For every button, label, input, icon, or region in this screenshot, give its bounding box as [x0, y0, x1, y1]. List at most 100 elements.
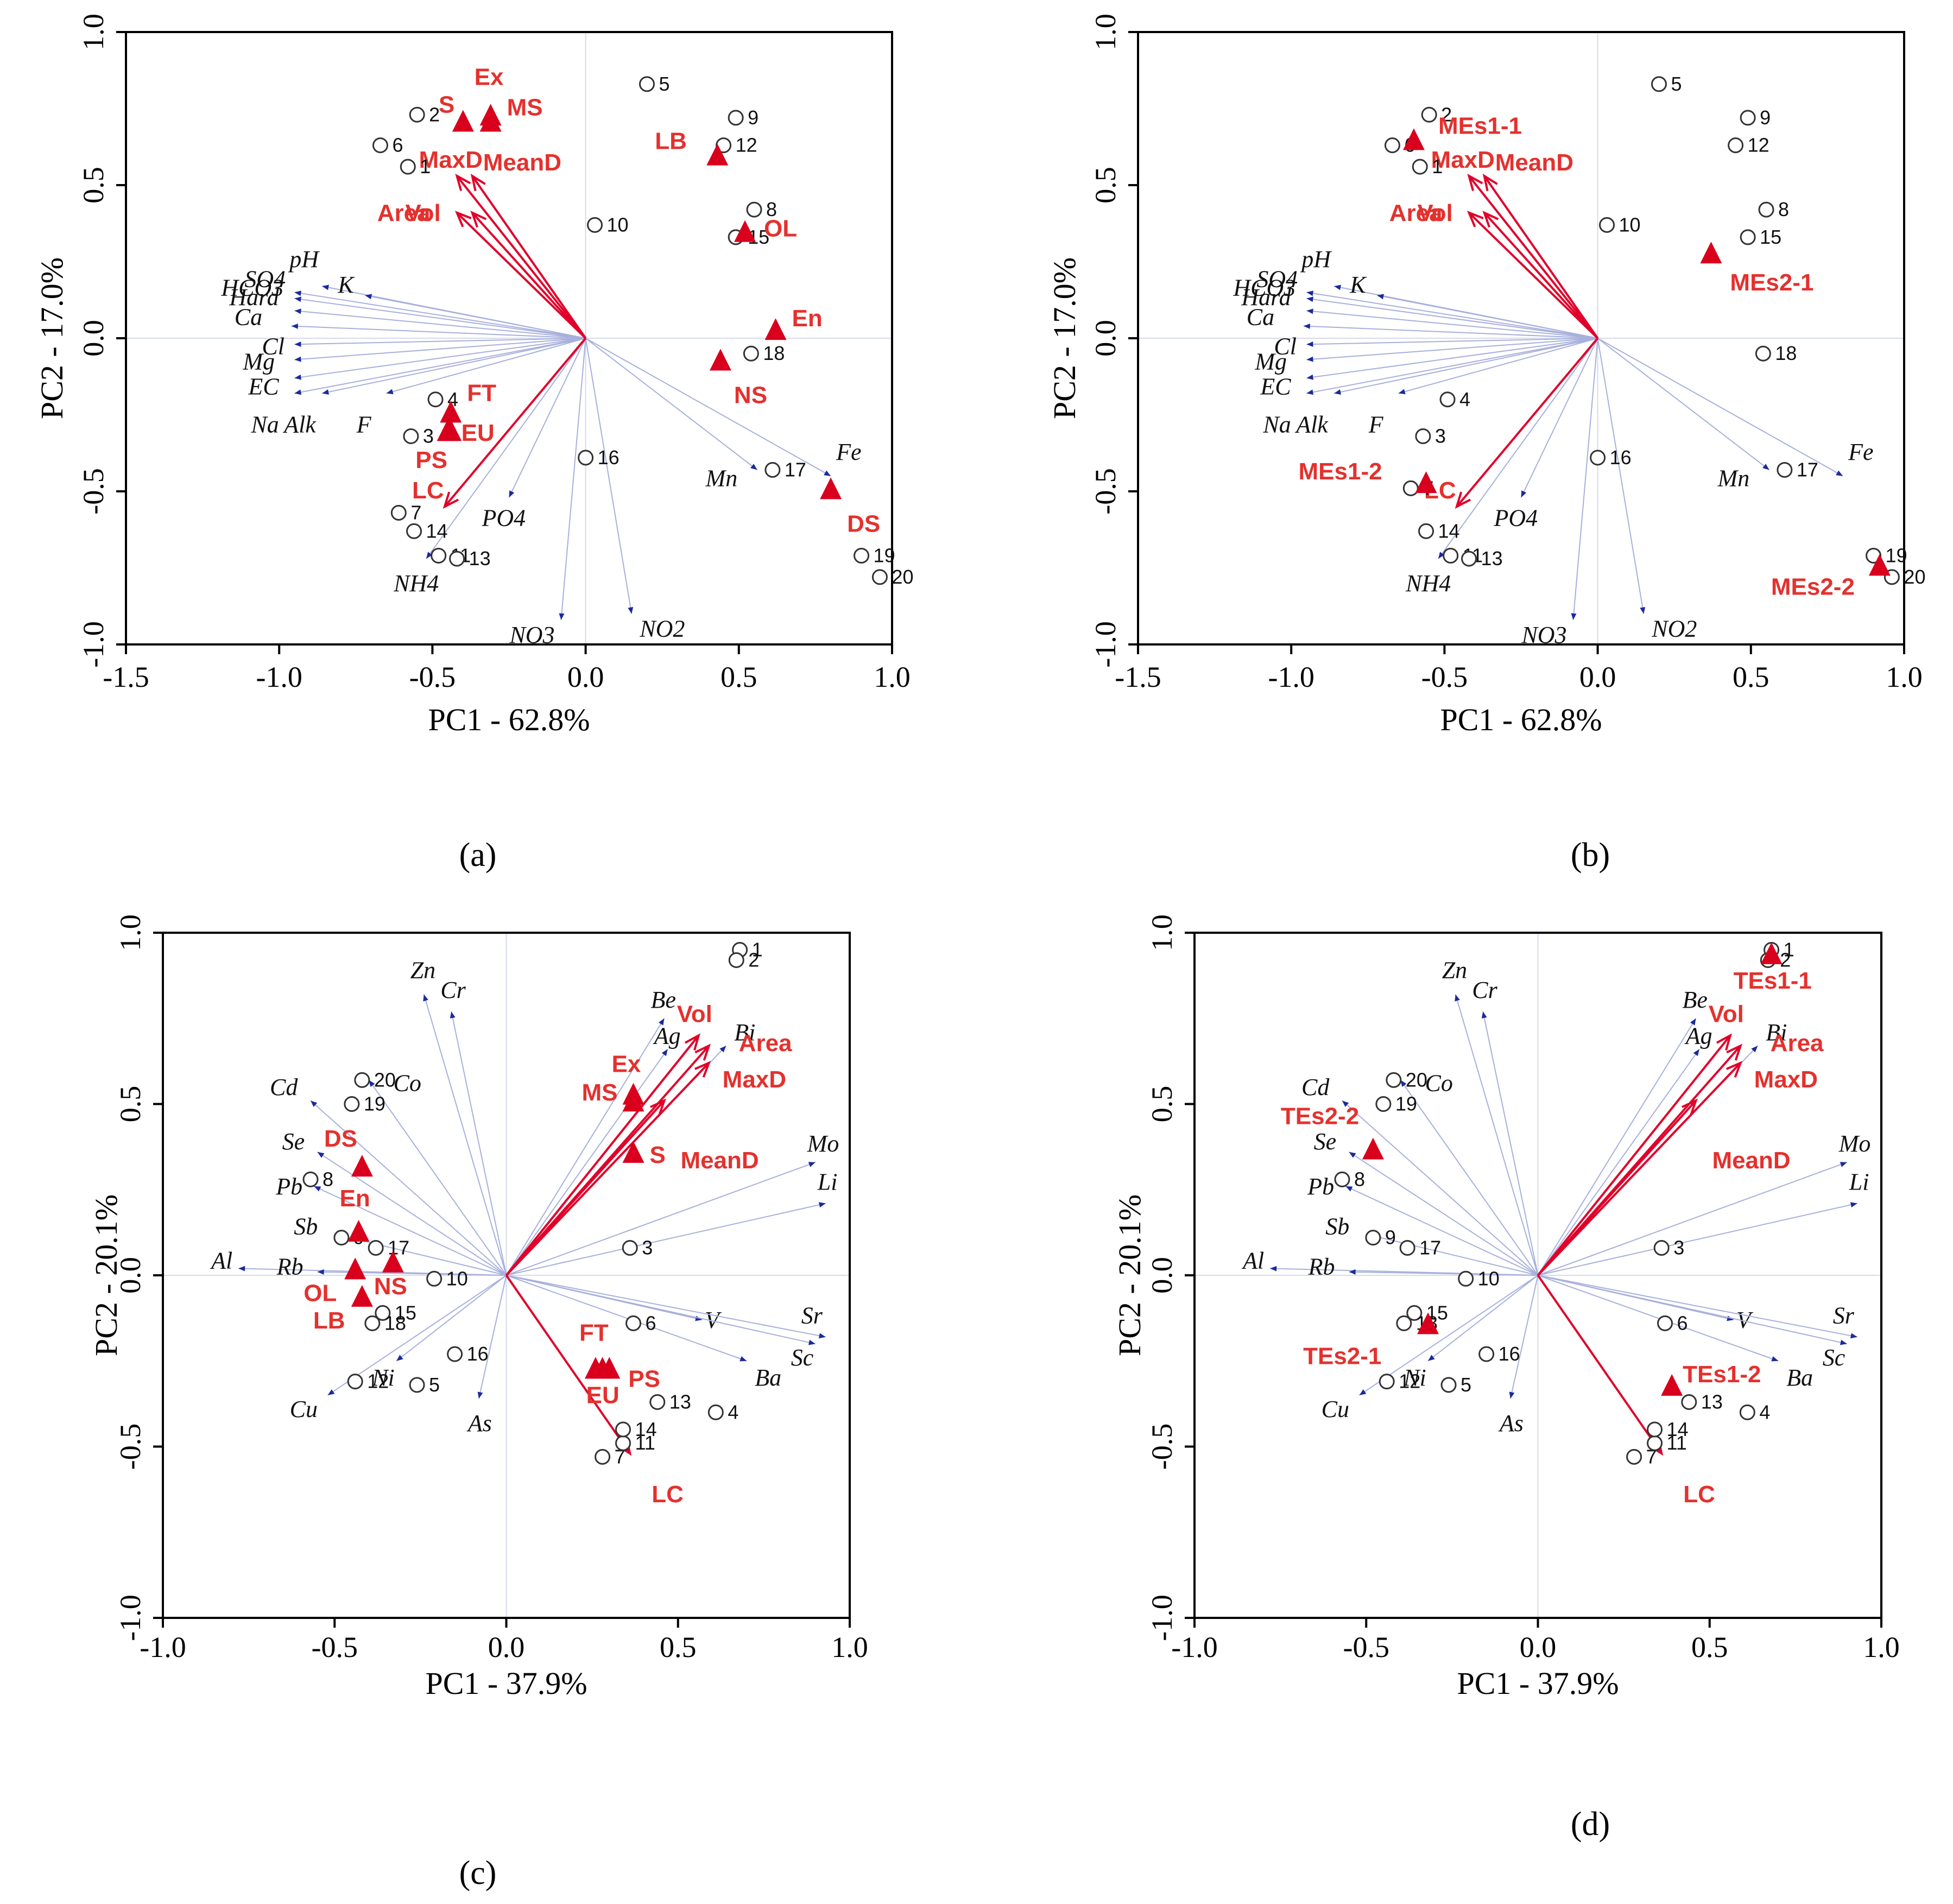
variable-arrowhead — [450, 1011, 456, 1019]
variable-arrowhead — [1640, 606, 1646, 614]
site-point — [1386, 1072, 1402, 1088]
variable-arrowhead — [719, 1046, 726, 1053]
variable-arrowhead — [294, 374, 301, 380]
trait-vector — [471, 212, 587, 339]
site-label: 4 — [728, 1401, 738, 1423]
group-triangle — [820, 477, 842, 499]
trait-arrowhead — [1682, 1098, 1698, 1116]
site-point — [871, 569, 888, 585]
variable-arrowhead — [818, 1333, 826, 1339]
variable-label: Al — [1241, 1247, 1264, 1274]
x-tick-label: -0.5 — [1343, 1631, 1389, 1663]
group-label: PS — [628, 1365, 660, 1392]
variable-vector — [1306, 298, 1598, 339]
site-label: 4 — [1759, 1401, 1770, 1423]
variable-vector — [1303, 325, 1598, 339]
variable-vector — [506, 1161, 816, 1276]
trait-vector — [1537, 1099, 1697, 1276]
site-point — [1396, 1315, 1412, 1331]
variable-vector — [1509, 1275, 1539, 1399]
variable-vector — [1306, 338, 1598, 345]
group-label: S — [439, 92, 454, 118]
variable-vector — [1537, 1018, 1697, 1276]
group-label: DS — [847, 510, 880, 537]
variable-vector — [1366, 1234, 1538, 1276]
variable-vector — [294, 338, 586, 394]
group-triangle — [622, 1141, 644, 1163]
group-label: EU — [586, 1382, 620, 1408]
variable-arrowhead — [1455, 994, 1460, 1002]
variable-label: Be — [650, 986, 675, 1013]
site-point — [1461, 551, 1477, 567]
variable-label: Mg — [242, 348, 275, 375]
variable-vector — [505, 1018, 665, 1276]
variable-vector — [506, 1275, 747, 1362]
variable-label: Cd — [270, 1074, 298, 1100]
group-triangle — [452, 110, 474, 132]
variable-label: Sc — [791, 1344, 814, 1371]
site-label: 9 — [1385, 1226, 1396, 1249]
site-point — [409, 106, 425, 123]
variable-label: Ag — [653, 1023, 681, 1049]
group-label: FT — [467, 379, 496, 406]
group-triangle — [479, 110, 502, 132]
variable-label: Hard — [1241, 284, 1291, 311]
site-point — [1384, 137, 1400, 154]
site-point — [1651, 76, 1667, 92]
site-point — [1599, 217, 1615, 233]
site-label: 16 — [598, 446, 620, 469]
trait-arrowhead — [1482, 210, 1499, 228]
site-label: 10 — [1619, 213, 1641, 236]
x-tick-label: 0.5 — [720, 661, 757, 693]
variable-label: Ni — [1403, 1364, 1426, 1391]
site-label: 12 — [367, 1370, 389, 1393]
y-tick-label: -0.5 — [1089, 468, 1122, 514]
variable-label: F — [356, 412, 372, 438]
variable-label: pH — [288, 246, 320, 273]
trait-label: MeanD — [483, 149, 561, 176]
variable-arrowhead — [317, 1269, 324, 1275]
variable-arrowhead — [1840, 1162, 1847, 1167]
site-point — [1755, 345, 1771, 362]
variable-label: Pb — [1307, 1173, 1334, 1200]
trait-arrowhead — [1726, 1061, 1743, 1078]
site-point — [344, 1096, 360, 1112]
variable-arrowhead — [750, 464, 757, 470]
variable-vector — [506, 1203, 826, 1276]
variable-arrowhead — [1306, 374, 1313, 380]
site-point — [595, 1448, 611, 1465]
trait-vector — [1537, 1062, 1742, 1276]
variable-vector — [508, 338, 586, 498]
y-axis-title: PC2 - 17.0% — [1047, 257, 1082, 419]
variable-arrowhead — [294, 290, 302, 296]
variable-arrowhead — [1693, 1049, 1699, 1057]
variable-arrowhead — [1850, 1202, 1857, 1208]
trait-arrowhead — [1726, 1043, 1743, 1061]
variable-arrowhead — [509, 490, 515, 498]
trait-vector — [1483, 175, 1599, 339]
variable-arrowhead — [477, 1391, 483, 1399]
group-triangle — [1700, 242, 1722, 264]
y-tick-label: 0.5 — [77, 167, 110, 204]
variable-label: Cr — [440, 977, 466, 1003]
site-point — [390, 504, 407, 521]
y-tick-label: -0.5 — [77, 468, 110, 514]
trait-label: Vol — [1418, 200, 1453, 226]
variable-label: As — [466, 1410, 492, 1437]
site-label: 8 — [766, 198, 777, 220]
site-point — [354, 1072, 370, 1088]
variable-arrowhead — [1690, 1018, 1696, 1026]
variable-vector — [478, 1275, 507, 1399]
site-label: 20 — [1406, 1068, 1427, 1091]
site-label: 11 — [635, 1432, 655, 1454]
site-label: 8 — [1354, 1168, 1365, 1190]
site-point — [1647, 1435, 1663, 1451]
variable-arrowhead — [294, 296, 301, 302]
variable-vector — [1520, 338, 1598, 498]
variable-label: NH4 — [1405, 570, 1451, 597]
site-label: 9 — [748, 106, 759, 129]
variable-vector — [1438, 338, 1598, 559]
site-label: 4 — [1459, 388, 1470, 410]
variable-vector — [1334, 338, 1598, 394]
variable-label: Se — [1314, 1128, 1337, 1155]
